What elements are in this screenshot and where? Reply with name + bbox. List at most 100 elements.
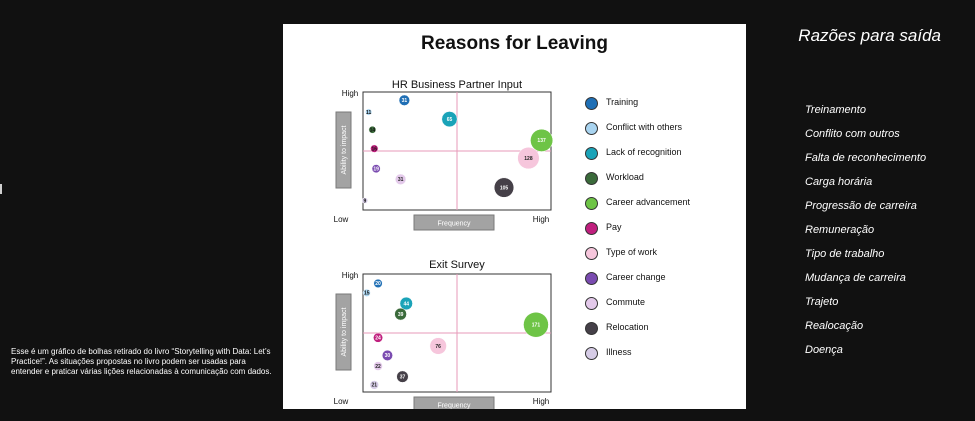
y-tick-label: High	[342, 271, 358, 280]
legend-swatch	[585, 247, 598, 260]
legend-label: Illness	[606, 347, 632, 357]
bubble-value: 128	[524, 156, 533, 162]
bubble	[523, 311, 549, 338]
bubble	[373, 332, 383, 343]
translation-item: Remuneração	[805, 224, 875, 236]
legend-label: Commute	[606, 297, 646, 307]
legend-swatch	[585, 347, 598, 360]
y-axis-label-box	[335, 293, 352, 371]
bubble	[365, 108, 373, 116]
bubble	[381, 349, 393, 361]
translation-item: Doença	[805, 344, 843, 356]
translation-item: Mudança de carreira	[805, 272, 906, 284]
bubble-charts: HR Business Partner Input High Low High Freq…	[334, 79, 554, 410]
bubble-value: 137	[537, 138, 546, 144]
panel-title: HR Business Partner Input	[392, 79, 522, 91]
translation-item: Tipo de trabalho	[805, 248, 885, 260]
bubble	[369, 380, 379, 390]
legend-item: Conflict with others	[583, 121, 723, 139]
y-tick-label: Low	[334, 215, 349, 224]
legend-item: Commute	[583, 296, 723, 314]
x-axis-label: Frequency	[437, 221, 471, 228]
legend-swatch	[585, 222, 598, 235]
legend-label: Relocation	[606, 322, 649, 332]
bubble-value: 21	[371, 383, 377, 389]
legend-swatch	[585, 197, 598, 210]
bubble-value: 105	[500, 185, 509, 191]
translation-title: Razões para saída	[798, 26, 941, 45]
bubble-value: 16	[371, 146, 377, 152]
bubble	[362, 288, 371, 297]
translation-item: Trajeto	[805, 296, 839, 308]
bubble-value: 14	[370, 128, 376, 134]
legend-item: Career advancement	[583, 196, 723, 214]
y-tick-label: Low	[334, 397, 349, 406]
bubble	[517, 147, 540, 170]
legend-label: Workload	[606, 172, 644, 182]
y-axis-label: Ability to impact	[341, 307, 348, 356]
legend-label: Pay	[606, 222, 622, 232]
bubble-value: 22	[375, 364, 381, 370]
chart-card: Reasons for Leaving HR Business Partner …	[283, 24, 746, 409]
legend-item: Relocation	[583, 321, 723, 339]
bubble-value: 37	[400, 374, 406, 380]
chart-title: Reasons for Leaving	[421, 33, 608, 54]
bubble	[399, 296, 413, 311]
bubble	[368, 125, 377, 134]
legend-item: Workload	[583, 171, 723, 189]
bubble-value: 24	[375, 336, 381, 342]
x-axis-label-box	[413, 396, 495, 409]
legend-swatch	[585, 172, 598, 185]
bubble	[429, 337, 447, 355]
bubble-value: 65	[447, 117, 453, 123]
legend-label: Training	[606, 97, 639, 107]
bubble	[441, 111, 458, 128]
bubble	[394, 307, 407, 321]
translation-item: Progressão de carreira	[805, 200, 917, 212]
bubble-value: 30	[385, 353, 391, 359]
bubble	[398, 94, 410, 106]
bubble	[370, 144, 379, 153]
legend-swatch	[585, 272, 598, 285]
x-axis-label-box	[413, 214, 495, 231]
translation-item: Falta de reconhecimento	[805, 152, 927, 164]
panel-title: Exit Survey	[429, 259, 485, 271]
bubble-value: 171	[532, 323, 541, 329]
legend-swatch	[585, 147, 598, 160]
bubble-value: 9	[363, 198, 366, 204]
legend-label: Lack of recognition	[606, 147, 682, 157]
bubble-value: 31	[398, 177, 404, 183]
bubble-value: 31	[402, 98, 408, 104]
legend-swatch	[585, 97, 598, 110]
translation-list: Treinamento Conflito com outros Falta de r…	[805, 101, 926, 365]
bubble-value: 15	[364, 291, 370, 297]
legend-label: Conflict with others	[606, 122, 683, 132]
bubble-value: 39	[398, 312, 404, 318]
bubble-value: 20	[375, 281, 381, 287]
legend-item: Training	[583, 96, 723, 114]
bubble	[395, 173, 407, 185]
y-axis-label-box	[335, 111, 352, 189]
bubble	[371, 164, 381, 174]
bubble-value: 19	[373, 167, 379, 173]
caption-text: Esse é um gráfico de bolhas retirado do …	[11, 347, 272, 376]
bubble	[373, 278, 383, 288]
legend-item: Illness	[583, 346, 723, 364]
legend-swatch	[585, 322, 598, 335]
bubble	[396, 370, 409, 383]
left-edge-mark	[0, 184, 2, 194]
translation-item: Conflito com outros	[805, 128, 900, 140]
x-axis-label: Frequency	[437, 403, 471, 410]
translation-item: Realocação	[805, 320, 864, 332]
y-tick-label: High	[342, 89, 358, 98]
bubble	[361, 197, 368, 204]
x-tick-label: High	[533, 215, 549, 224]
bubble-value: 11	[366, 110, 372, 116]
bubble-value: 44	[403, 301, 409, 307]
bubble	[373, 361, 383, 371]
legend-item: Type of work	[583, 246, 723, 264]
bubble-value: 76	[435, 344, 441, 350]
legend-item: Career change	[583, 271, 723, 289]
legend-item: Lack of recognition	[583, 146, 723, 164]
legend-item: Pay	[583, 221, 723, 239]
